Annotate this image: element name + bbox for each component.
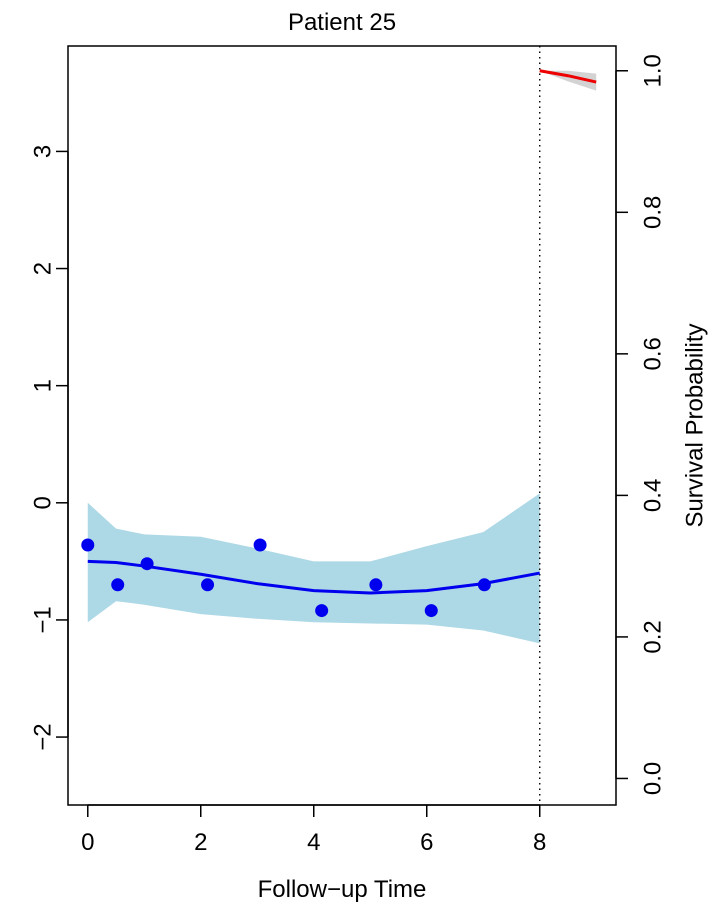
y2-tick-label: 1.0	[640, 54, 667, 87]
survival-curve-layer	[539, 69, 597, 84]
observed-point	[315, 604, 329, 618]
observed-points-layer	[81, 538, 491, 618]
survival-confidence-band	[539, 70, 597, 91]
x-tick-label: 0	[81, 829, 94, 856]
y2-tick-label: 0.6	[640, 337, 667, 370]
y-tick-label: −2	[30, 723, 57, 750]
x-tick-label: 2	[194, 829, 207, 856]
y2-tick-label: 0.4	[640, 479, 667, 512]
confidence-band-layer	[87, 493, 540, 644]
y2-tick-label: 0.2	[640, 620, 667, 653]
y2-tick-label: 0.8	[640, 196, 667, 229]
x-tick-label: 8	[533, 829, 546, 856]
fitted-line-layer	[87, 559, 541, 595]
survival-curve	[539, 69, 597, 84]
observed-point	[201, 578, 215, 592]
fitted-line	[87, 559, 541, 595]
y-tick-label: 1	[30, 379, 57, 392]
x-axis: 0 2 4 6 8	[81, 804, 546, 856]
x-tick-label: 6	[420, 829, 433, 856]
y-tick-label: −1	[30, 606, 57, 633]
observed-point	[369, 578, 383, 592]
observed-point	[81, 538, 95, 552]
observed-point	[111, 578, 125, 592]
y-tick-label: 3	[30, 145, 57, 158]
y-axis-left: −2 −1 0 1 2 3	[30, 145, 69, 751]
observed-point	[424, 604, 438, 618]
confidence-band	[87, 493, 540, 644]
observed-point	[253, 538, 267, 552]
y2-axis-label: Survival Probability	[682, 323, 709, 527]
observed-point	[477, 578, 491, 592]
y-tick-label: 2	[30, 262, 57, 275]
y-axis-right: 0.0 0.2 0.4 0.6 0.8 1.0	[615, 54, 667, 795]
observed-point	[140, 557, 154, 571]
x-tick-label: 4	[307, 829, 320, 856]
chart-title: Patient 25	[288, 9, 396, 36]
survival-band-layer	[539, 70, 597, 91]
y-tick-label: 0	[30, 496, 57, 509]
plot-frame	[67, 45, 617, 806]
y2-tick-label: 0.0	[640, 762, 667, 795]
x-axis-label: Follow−up Time	[258, 876, 427, 903]
